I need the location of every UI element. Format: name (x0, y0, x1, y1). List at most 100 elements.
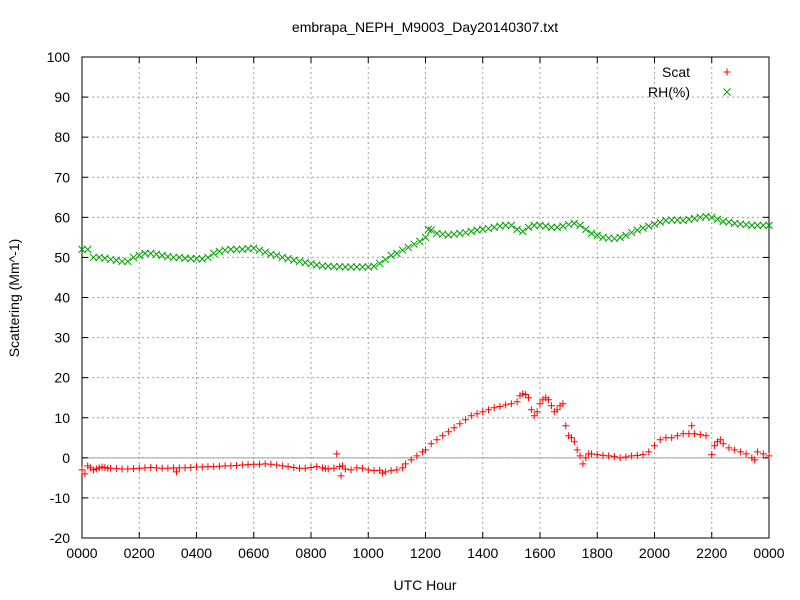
scat-point (307, 463, 315, 471)
scat-point (399, 464, 407, 472)
scat-point (496, 403, 504, 411)
y-tick-label: 60 (54, 209, 70, 225)
scat-point (433, 436, 441, 444)
rh-point (424, 225, 433, 234)
rh-point (747, 221, 756, 230)
scat-point (527, 406, 535, 414)
scat-point (341, 465, 349, 473)
y-tick-label: 70 (54, 169, 70, 185)
plot-frame (81, 56, 770, 539)
rh-point (330, 262, 338, 271)
scat-point (711, 442, 719, 450)
scat-point (301, 464, 309, 472)
scat-point (616, 454, 624, 462)
y-axis-label: Scattering (Mm^-1) (6, 239, 22, 358)
scat-point (336, 463, 344, 471)
rh-point (593, 231, 602, 240)
scat-point (318, 464, 326, 472)
scat-point (439, 432, 447, 440)
rh-point (570, 219, 579, 228)
scat-point (422, 446, 429, 454)
scat-point (89, 466, 97, 474)
scat-point (273, 461, 281, 469)
scat-point (759, 450, 767, 458)
legend: Scat RH(%) (648, 64, 731, 100)
legend-markers (723, 68, 731, 96)
rh-point (123, 257, 132, 266)
scat-point (708, 451, 716, 459)
rh-point (759, 221, 768, 230)
scat-point (473, 410, 481, 418)
scat-point (484, 406, 492, 414)
rh-point (249, 244, 258, 253)
rh-point (89, 253, 98, 262)
x-tick-label: 0800 (295, 545, 326, 561)
rh-point (393, 249, 401, 258)
y-tick-label: 100 (47, 49, 71, 65)
scat-point (407, 456, 415, 464)
y-tick-label: 30 (54, 330, 70, 346)
y-tick-label: 0 (62, 450, 70, 466)
scat-point (731, 446, 739, 454)
x-tick-label: 0000 (753, 545, 784, 561)
rh-point (507, 221, 516, 230)
rh-point (650, 220, 659, 229)
x-tick-label: 0000 (66, 545, 97, 561)
rh-point (226, 245, 235, 254)
rh-point (255, 246, 264, 255)
rh-point (644, 222, 653, 231)
scat-point (450, 424, 458, 432)
rh-point (587, 229, 596, 238)
scat-point (381, 468, 389, 476)
rh-point (616, 233, 625, 242)
scat-point (519, 390, 527, 398)
series-rh (78, 212, 773, 271)
y-tick-label: 80 (54, 129, 70, 145)
rh-point (576, 221, 584, 230)
scat-point (347, 466, 355, 474)
scat-point (754, 448, 762, 456)
scat-point (688, 422, 696, 430)
scat-point (81, 470, 89, 478)
rh-point (387, 251, 396, 260)
scat-point (313, 463, 321, 471)
rh-point (381, 255, 390, 264)
data-marks (78, 212, 773, 480)
rh-point (135, 251, 144, 260)
chart-title: embrapa_NEPH_M9003_Day20140307.txt (292, 19, 558, 35)
y-tick-label: 50 (54, 249, 70, 265)
rh-point (141, 249, 149, 258)
scat-point (751, 456, 759, 464)
scat-point (359, 464, 367, 472)
scat-point (593, 451, 601, 459)
scat-point (278, 462, 286, 470)
y-tick-label: 10 (54, 410, 70, 426)
legend-marker-rh (723, 88, 731, 96)
rh-point (415, 237, 424, 246)
y-tick-label: 40 (54, 290, 70, 306)
legend-label-scat: Scat (662, 64, 690, 80)
scat-point (387, 467, 395, 475)
rh-point (639, 224, 647, 233)
rh-point (118, 257, 126, 266)
y-tick-label: 20 (54, 370, 70, 386)
rh-point (186, 254, 195, 263)
rh-point (341, 263, 350, 271)
scat-point (525, 394, 533, 402)
rh-point (272, 251, 281, 260)
x-tick-label: 1800 (582, 545, 613, 561)
rh-point (633, 226, 642, 235)
x-tick-label: 1600 (524, 545, 555, 561)
scat-point (736, 448, 744, 456)
scat-point (530, 412, 538, 420)
legend-label-rh: RH(%) (648, 84, 690, 100)
rh-point (404, 243, 413, 252)
rh-point (530, 221, 539, 230)
rh-point (261, 248, 270, 257)
rh-point (232, 245, 241, 254)
scat-point (588, 450, 596, 458)
rh-point (370, 262, 378, 271)
scat-point (427, 440, 435, 448)
rh-point (284, 254, 292, 263)
